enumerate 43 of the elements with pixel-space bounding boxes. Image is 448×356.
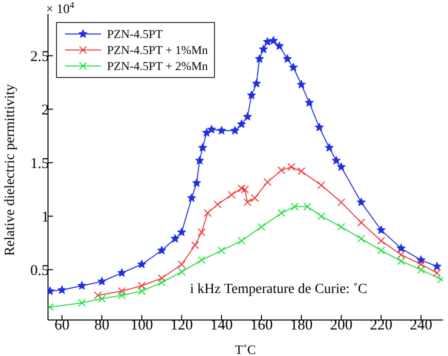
point (157, 246, 166, 254)
point (282, 54, 292, 63)
point (187, 193, 196, 202)
point (198, 142, 208, 152)
point (432, 262, 442, 270)
point (242, 112, 252, 121)
point (268, 36, 278, 45)
point (252, 78, 261, 88)
y-axis-title: Relative dielectric permittivity (3, 84, 18, 256)
point (236, 119, 246, 128)
point (324, 142, 334, 152)
point (117, 268, 126, 277)
point (356, 198, 366, 206)
point (77, 281, 86, 290)
point (192, 178, 202, 187)
annotation: × 10$^{4}$ (46, 0, 75, 16)
point (207, 124, 216, 134)
point (137, 260, 146, 268)
point (288, 62, 298, 72)
point (296, 80, 306, 89)
point (376, 225, 386, 234)
point (314, 122, 324, 132)
point (170, 234, 180, 243)
point (396, 244, 406, 252)
point (97, 276, 106, 286)
point (195, 156, 204, 164)
legend-label: PZN-4.5PT + 2%Mn (107, 58, 208, 74)
point (336, 162, 346, 171)
y-tick-label: 1 (42, 210, 49, 226)
point (177, 228, 186, 236)
point (254, 54, 264, 63)
legend-label: PZN-4.5PT (107, 26, 163, 42)
point (304, 98, 314, 107)
point (57, 285, 66, 294)
point (246, 90, 256, 100)
point (258, 44, 268, 54)
x-axis-title: T˚C (235, 342, 256, 356)
legend-label: PZN-4.5PT + 1%Mn (107, 42, 208, 58)
point (332, 156, 341, 164)
point (217, 126, 226, 135)
point (230, 126, 240, 135)
point (274, 41, 284, 50)
annotation: i kHz Temperature de Curie: ˚C (190, 282, 368, 298)
